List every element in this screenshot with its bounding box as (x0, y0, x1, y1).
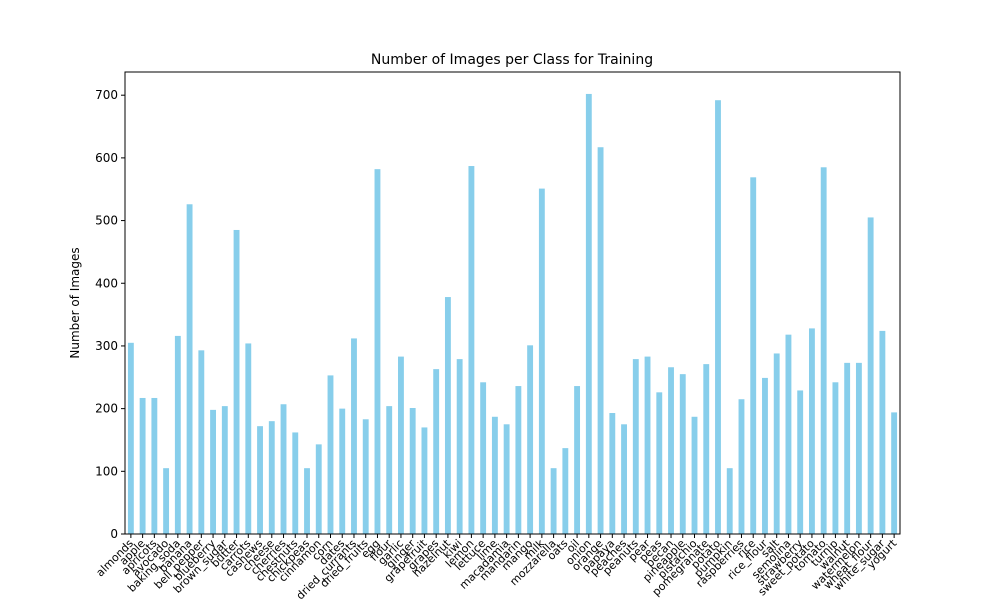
bar (867, 217, 874, 534)
y-tick-label: 400 (95, 276, 118, 290)
bar (186, 204, 193, 534)
y-tick-label: 100 (95, 464, 118, 478)
bar (221, 406, 228, 534)
bar (808, 328, 815, 534)
bar (245, 343, 252, 534)
bar (163, 468, 170, 534)
bar (210, 409, 217, 534)
bar (891, 412, 898, 534)
bar (844, 362, 851, 534)
bar (480, 382, 487, 534)
y-tick-label: 500 (95, 214, 118, 228)
bar (362, 419, 369, 534)
bar (433, 369, 440, 534)
chart-title: Number of Images per Class for Training (371, 52, 653, 68)
bar (503, 424, 510, 534)
bar (656, 392, 663, 534)
bar (174, 335, 181, 534)
bar (151, 397, 158, 534)
y-axis-label: Number of Images (68, 247, 82, 358)
bar (773, 353, 780, 534)
bar (339, 408, 346, 534)
bar (374, 169, 381, 534)
y-tick-label: 700 (95, 88, 118, 102)
bar (444, 297, 451, 534)
bar (738, 399, 745, 534)
bar (832, 382, 839, 534)
bar (879, 330, 886, 534)
bar (715, 100, 721, 534)
bar (409, 408, 416, 534)
bar (538, 188, 545, 534)
bar (233, 229, 240, 534)
bar (456, 359, 463, 534)
bar (304, 468, 310, 534)
bar (257, 426, 263, 534)
bar (515, 386, 522, 534)
plot-frame (124, 71, 901, 535)
bar (621, 424, 627, 534)
bar (268, 421, 275, 534)
bar (386, 406, 393, 534)
bar (691, 416, 698, 534)
bar (315, 444, 322, 534)
bar (491, 416, 498, 534)
bar (468, 166, 475, 534)
bar (421, 427, 428, 534)
bar (574, 386, 581, 534)
bar (280, 404, 287, 534)
bar (785, 334, 792, 534)
bar (562, 448, 569, 534)
bar (855, 362, 862, 534)
bar (292, 432, 299, 534)
bar (632, 359, 639, 534)
bar (797, 390, 804, 534)
y-tick-label: 600 (95, 151, 118, 165)
bar (609, 413, 616, 534)
bar (327, 375, 334, 534)
bar (351, 338, 357, 534)
y-tick-label: 0 (110, 527, 118, 541)
bar (127, 342, 134, 534)
y-tick-label: 300 (95, 339, 118, 353)
bar (597, 147, 604, 534)
bar (726, 468, 733, 534)
y-tick-label: 200 (95, 402, 118, 416)
bar (668, 367, 674, 534)
bar (198, 350, 205, 534)
bar (703, 364, 710, 534)
bar (820, 167, 827, 535)
bar (550, 468, 557, 534)
bar (644, 356, 651, 534)
bar (139, 397, 146, 534)
bar (750, 177, 757, 535)
bar (585, 93, 592, 534)
bar (679, 374, 686, 534)
bar (398, 356, 404, 534)
bar (762, 377, 768, 534)
bar (527, 345, 534, 534)
